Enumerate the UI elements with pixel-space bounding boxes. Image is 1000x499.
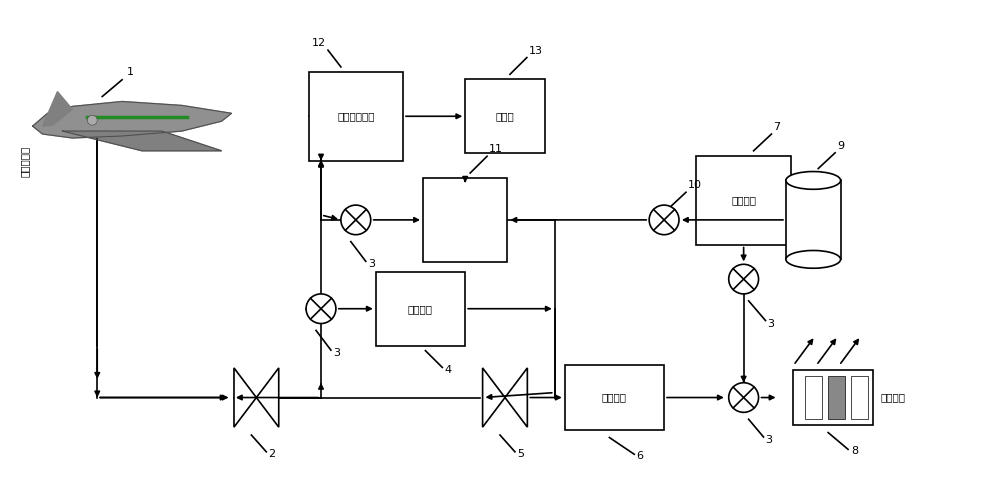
Polygon shape xyxy=(256,368,279,427)
FancyBboxPatch shape xyxy=(423,178,507,262)
Text: 外界环境: 外界环境 xyxy=(731,195,756,205)
Text: 2: 2 xyxy=(268,449,275,459)
Text: 10: 10 xyxy=(688,180,702,190)
Polygon shape xyxy=(33,101,232,138)
FancyBboxPatch shape xyxy=(465,79,545,153)
Text: 3: 3 xyxy=(333,348,340,358)
FancyBboxPatch shape xyxy=(309,72,403,161)
Text: 发动机舱: 发动机舱 xyxy=(602,393,627,403)
Text: 高热结构: 高热结构 xyxy=(881,393,906,403)
Circle shape xyxy=(306,294,336,323)
Polygon shape xyxy=(43,92,72,126)
Text: 8: 8 xyxy=(851,447,858,457)
FancyBboxPatch shape xyxy=(696,156,791,245)
Polygon shape xyxy=(483,368,505,427)
Text: 储热系统: 储热系统 xyxy=(408,304,433,314)
FancyBboxPatch shape xyxy=(793,370,873,425)
Circle shape xyxy=(649,205,679,235)
Bar xyxy=(786,181,841,259)
Circle shape xyxy=(729,383,759,412)
Text: 9: 9 xyxy=(837,141,844,151)
FancyBboxPatch shape xyxy=(851,376,868,419)
Text: 7: 7 xyxy=(773,122,781,132)
Text: 3: 3 xyxy=(766,435,773,445)
Circle shape xyxy=(87,115,97,125)
FancyBboxPatch shape xyxy=(565,365,664,430)
Polygon shape xyxy=(62,131,222,151)
FancyBboxPatch shape xyxy=(828,376,845,419)
Text: 进气道引气: 进气道引气 xyxy=(20,146,30,177)
Text: 5: 5 xyxy=(517,449,524,459)
Text: 其它冷却系统: 其它冷却系统 xyxy=(337,111,375,121)
FancyBboxPatch shape xyxy=(805,376,822,419)
Text: 11: 11 xyxy=(489,144,503,154)
Circle shape xyxy=(729,264,759,294)
FancyBboxPatch shape xyxy=(376,271,465,346)
Circle shape xyxy=(341,205,371,235)
Text: 13: 13 xyxy=(529,45,543,55)
Polygon shape xyxy=(505,368,527,427)
Ellipse shape xyxy=(786,250,841,268)
Text: 6: 6 xyxy=(636,451,643,461)
Polygon shape xyxy=(234,368,256,427)
Text: 3: 3 xyxy=(768,318,775,328)
Text: 4: 4 xyxy=(444,365,451,375)
Text: 12: 12 xyxy=(312,38,326,48)
Text: 1: 1 xyxy=(127,67,134,77)
Text: 燃烧室: 燃烧室 xyxy=(496,111,514,121)
Ellipse shape xyxy=(786,172,841,189)
Text: 3: 3 xyxy=(368,259,375,269)
